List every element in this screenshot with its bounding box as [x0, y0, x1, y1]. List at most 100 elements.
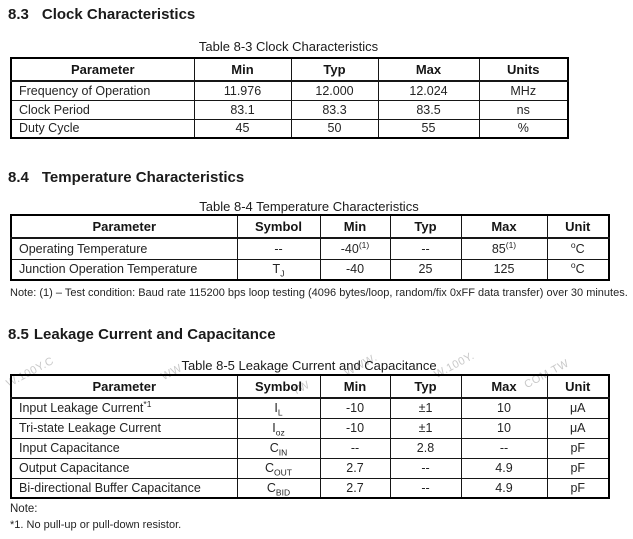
table-row: Junction Operation Temperature TJ -40 25…: [10, 258, 610, 281]
table-row: Input Capacitance CIN -- 2.8 -- pF: [10, 437, 610, 459]
header-row: Parameter Symbol Min Typ Max Unit: [10, 374, 610, 399]
table-8-4-temperature-characteristics: Parameter Symbol Min Typ Max Unit Operat…: [10, 214, 610, 281]
max-cell: 85(1): [460, 237, 548, 260]
table-8-5-footnote: *1. No pull-up or pull-down resistor.: [10, 519, 182, 531]
param-cell: Output Capacitance: [10, 457, 238, 479]
typ-cell: 50: [290, 118, 379, 139]
column-header-typ: Typ: [389, 374, 462, 399]
section-title: Clock Characteristics: [41, 6, 196, 23]
column-header-unit: Unit: [546, 214, 610, 239]
table-row: Frequency of Operation 11.976 12.000 12.…: [10, 80, 569, 101]
column-header-min: Min: [319, 374, 391, 399]
table-row: Operating Temperature -- -40(1) -- 85(1)…: [10, 237, 610, 260]
column-header-parameter: Parameter: [10, 214, 238, 239]
symbol-cell: Ioz: [236, 417, 321, 439]
unit-cell: pF: [546, 457, 610, 479]
symbol-cell: TJ: [236, 258, 321, 281]
column-header-unit: Unit: [546, 374, 610, 399]
unit-cell: oC: [546, 237, 610, 260]
column-header-typ: Typ: [290, 57, 379, 82]
section-heading-8-4: 8.4 Temperature Characteristics: [8, 169, 244, 186]
max-cell: 10: [460, 417, 548, 439]
max-cell: 10: [460, 397, 548, 419]
max-cell: 4.9: [460, 477, 548, 499]
param-cell: Operating Temperature: [10, 237, 238, 260]
min-cell: 2.7: [319, 477, 391, 499]
typ-cell: 2.8: [389, 437, 462, 459]
unit-cell: oC: [546, 258, 610, 281]
footnote-marker: *1: [143, 399, 152, 410]
column-header-symbol: Symbol: [236, 214, 321, 239]
column-header-typ: Typ: [389, 214, 462, 239]
typ-cell: ±1: [389, 417, 462, 439]
max-cell: --: [460, 437, 548, 459]
max-cell: 125: [460, 258, 548, 281]
typ-cell: --: [389, 237, 462, 260]
symbol-cell: --: [236, 237, 321, 260]
section-heading-8-5: 8.5 Leakage Current and Capacitance: [8, 326, 276, 343]
param-cell: Input Capacitance: [10, 437, 238, 459]
footnote-marker: (1): [358, 239, 370, 250]
min-cell: 2.7: [319, 457, 391, 479]
min-cell: -40(1): [319, 237, 391, 260]
min-cell: 45: [193, 118, 292, 139]
typ-cell: 83.3: [290, 99, 379, 120]
section-number: 8.3: [8, 6, 29, 23]
table-row: Clock Period 83.1 83.3 83.5 ns: [10, 99, 569, 120]
table-8-5-note-label: Note:: [10, 503, 38, 515]
table-8-5-leakage-current-capacitance: Parameter Symbol Min Typ Max Unit Input …: [10, 374, 610, 499]
param-cell: Junction Operation Temperature: [10, 258, 238, 281]
table-8-3-caption: Table 8-3 Clock Characteristics: [198, 39, 379, 54]
section-number: 8.4: [8, 169, 29, 186]
param-cell: Tri-state Leakage Current: [10, 417, 238, 439]
table-row: Bi-directional Buffer Capacitance CBID 2…: [10, 477, 610, 499]
typ-cell: --: [389, 477, 462, 499]
min-cell: 83.1: [193, 99, 292, 120]
column-header-parameter: Parameter: [10, 374, 238, 399]
column-header-max: Max: [460, 214, 548, 239]
max-cell: 4.9: [460, 457, 548, 479]
min-cell: -40: [319, 258, 391, 281]
table-8-3-clock-characteristics: Parameter Min Typ Max Units Frequency of…: [10, 57, 569, 139]
typ-cell: ±1: [389, 397, 462, 419]
symbol-cell: CBID: [236, 477, 321, 499]
symbol-cell: COUT: [236, 457, 321, 479]
column-header-min: Min: [193, 57, 292, 82]
footnote-marker: (1): [505, 239, 517, 250]
units-cell: MHz: [478, 80, 569, 101]
table-8-4-note: Note: (1) – Test condition: Baud rate 11…: [10, 287, 628, 299]
unit-cell: pF: [546, 477, 610, 499]
table-8-5-caption: Table 8-5 Leakage Current and Capacitanc…: [181, 358, 437, 373]
units-cell: ns: [478, 99, 569, 120]
param-cell: Clock Period: [10, 99, 195, 120]
units-cell: %: [478, 118, 569, 139]
header-row: Parameter Symbol Min Typ Max Unit: [10, 214, 610, 239]
header-row: Parameter Min Typ Max Units: [10, 57, 569, 82]
section-title: Temperature Characteristics: [41, 169, 245, 186]
column-header-parameter: Parameter: [10, 57, 195, 82]
column-header-units: Units: [478, 57, 569, 82]
param-cell: Duty Cycle: [10, 118, 195, 139]
param-cell: Bi-directional Buffer Capacitance: [10, 477, 238, 499]
min-cell: -10: [319, 417, 391, 439]
section-title: Leakage Current and Capacitance: [33, 326, 276, 343]
column-header-min: Min: [319, 214, 391, 239]
section-number: 8.5: [8, 326, 29, 343]
column-header-symbol: Symbol: [236, 374, 321, 399]
typ-cell: --: [389, 457, 462, 479]
unit-cell: μA: [546, 417, 610, 439]
min-cell: 11.976: [193, 80, 292, 101]
column-header-max: Max: [460, 374, 548, 399]
table-row: Output Capacitance COUT 2.7 -- 4.9 pF: [10, 457, 610, 479]
table-row: Input Leakage Current*1 IL -10 ±1 10 μA: [10, 397, 610, 419]
min-cell: --: [319, 437, 391, 459]
column-header-max: Max: [377, 57, 480, 82]
unit-cell: pF: [546, 437, 610, 459]
min-cell: -10: [319, 397, 391, 419]
unit-cell: μA: [546, 397, 610, 419]
table-8-4-caption: Table 8-4 Temperature Characteristics: [199, 199, 419, 214]
max-cell: 83.5: [377, 99, 480, 120]
section-heading-8-3: 8.3 Clock Characteristics: [8, 6, 195, 23]
table-row: Tri-state Leakage Current Ioz -10 ±1 10 …: [10, 417, 610, 439]
